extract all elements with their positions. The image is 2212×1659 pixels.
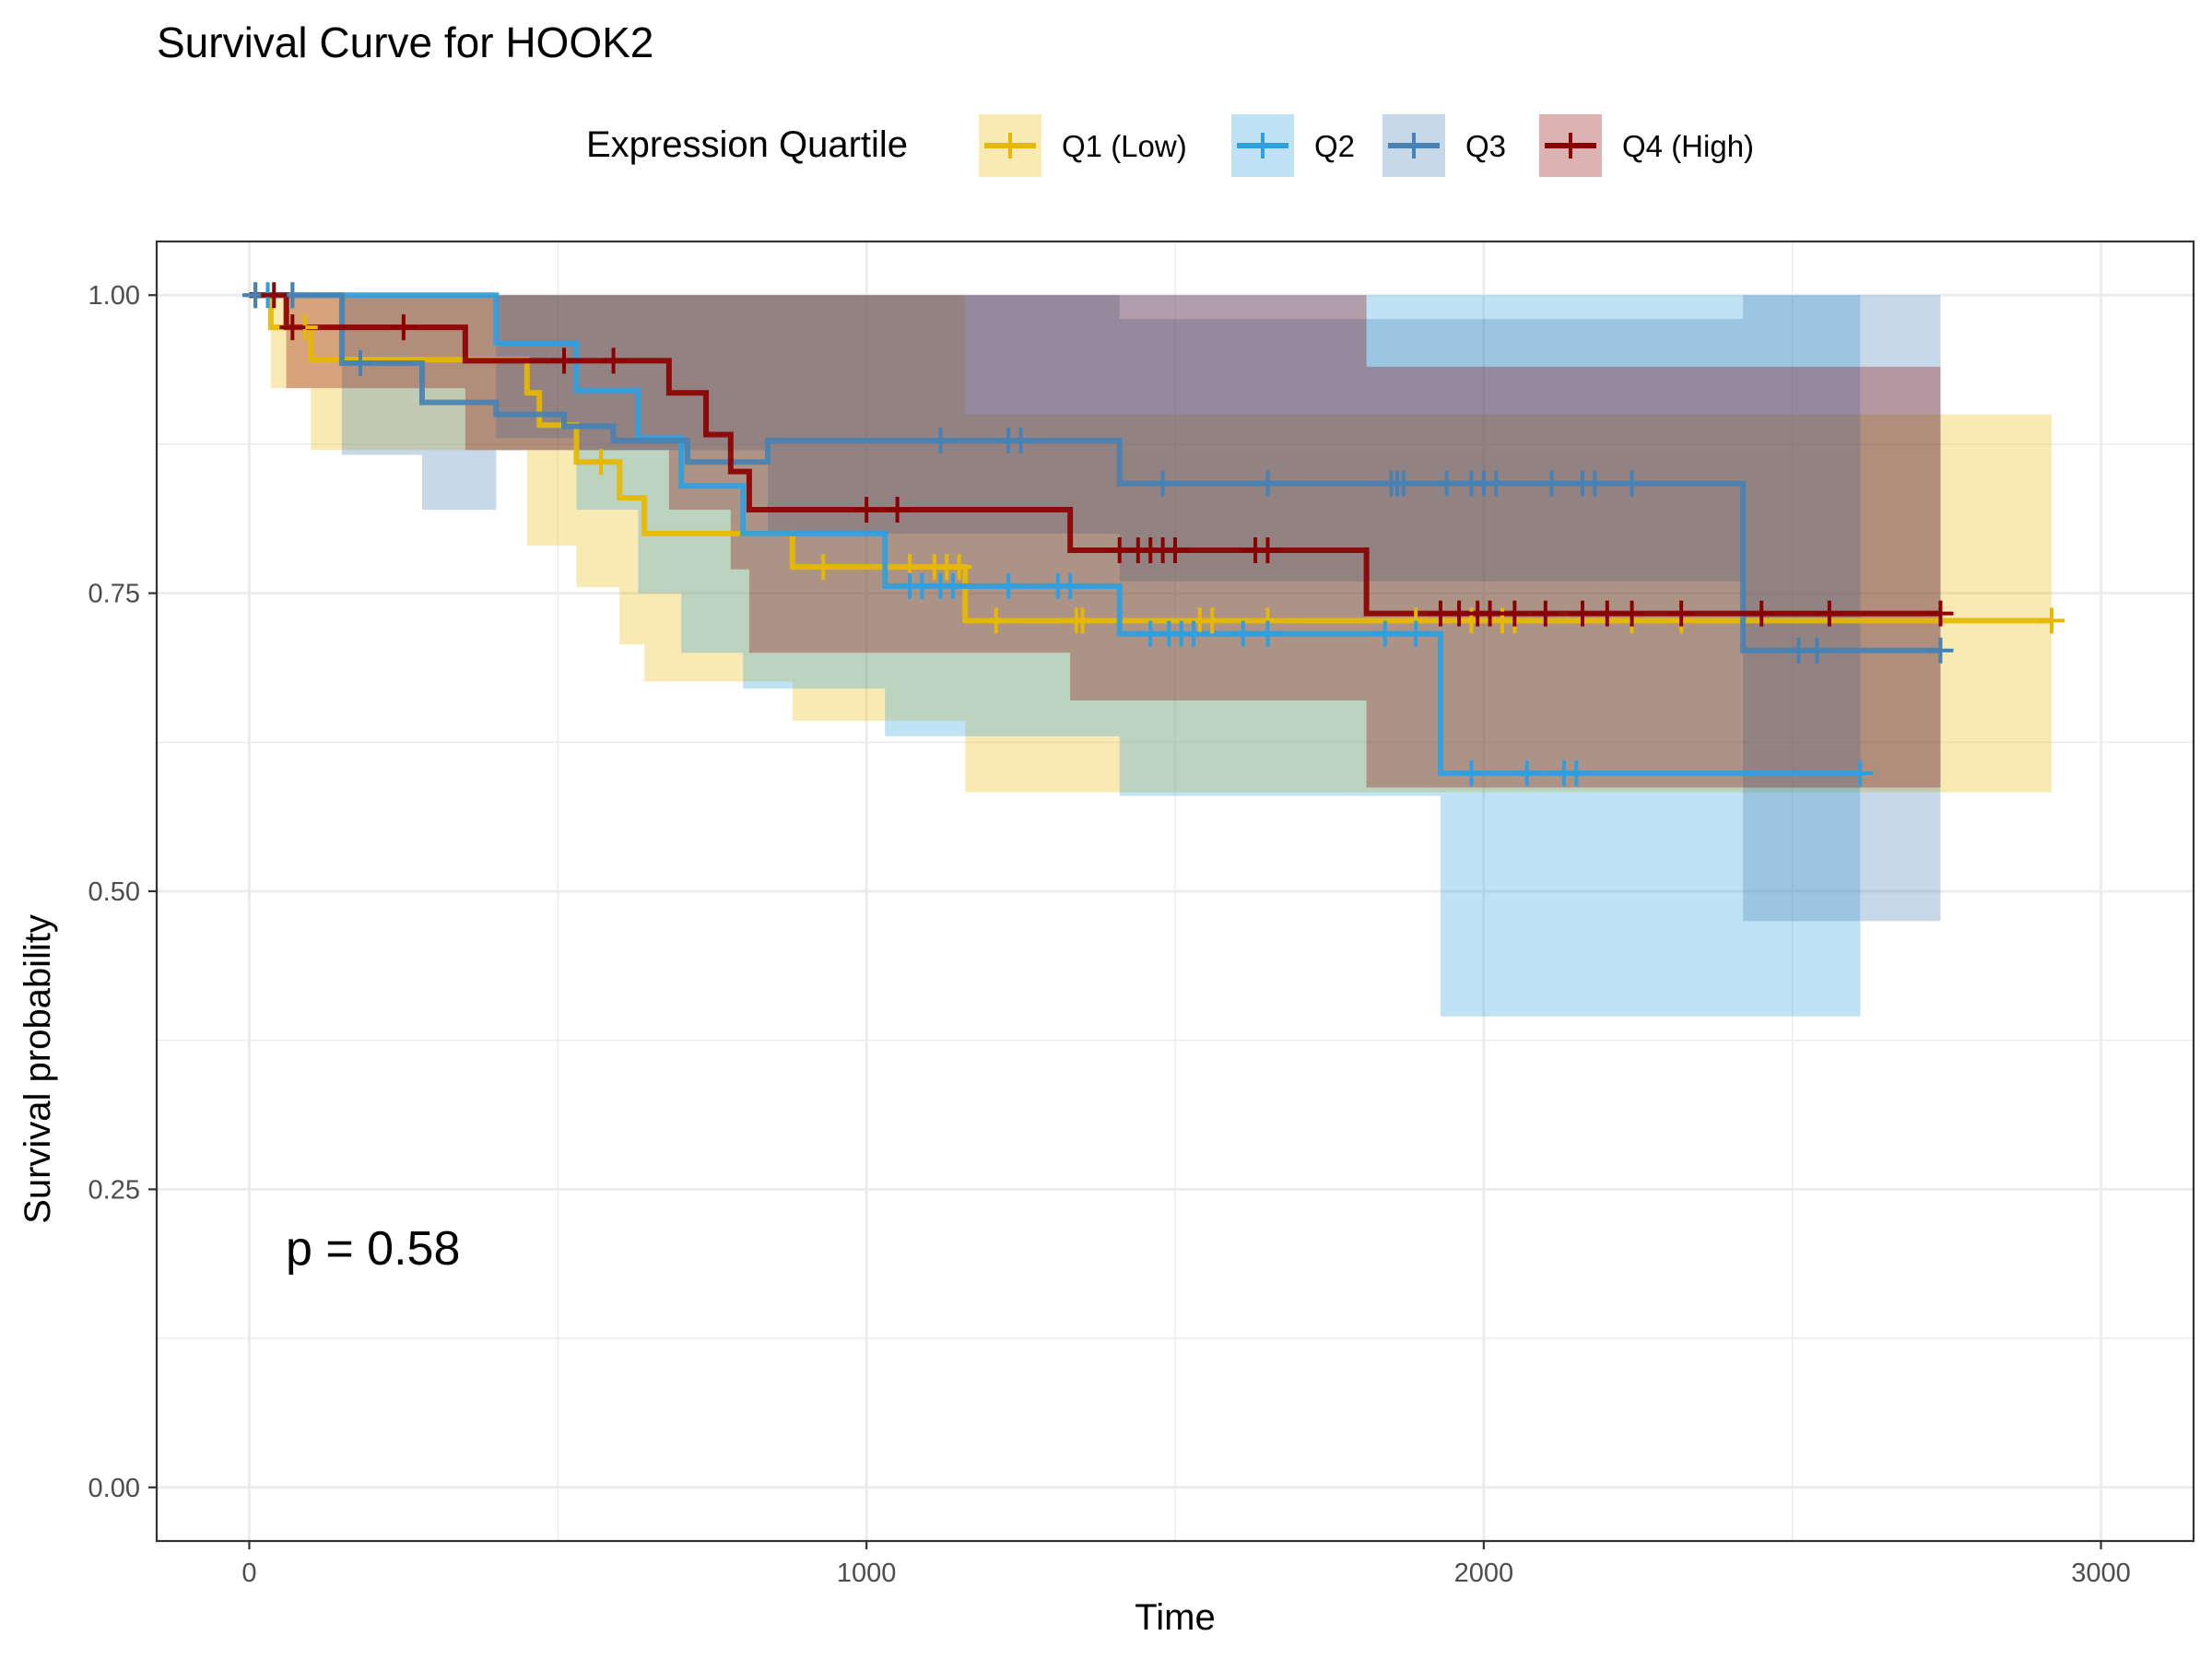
- y-tick-label: 1.00: [88, 281, 140, 311]
- x-tick-label: 2000: [1454, 1559, 1514, 1588]
- ci-band-q3: [249, 295, 1941, 922]
- censor-mark-q4-high: [1162, 537, 1188, 564]
- censor-mark-q2: [995, 572, 1022, 599]
- y-tick-label: 0.00: [88, 1474, 140, 1503]
- plot-panel: [155, 240, 2195, 1543]
- y-tick-label: 0.50: [88, 877, 140, 907]
- chart-title: Survival Curve for HOOK2: [157, 18, 653, 66]
- censor-mark-q3: [1618, 470, 1645, 497]
- y-tick-label: 0.75: [88, 580, 140, 609]
- censor-mark-q3: [1483, 470, 1510, 497]
- censor-mark-q4-high: [1254, 537, 1281, 564]
- censor-mark-q3: [347, 349, 373, 376]
- censor-mark-q4-high: [600, 347, 627, 374]
- censor-mark-q2: [1847, 759, 1874, 786]
- censor-mark-q1-low: [982, 607, 1009, 634]
- legend-label-q3: Q3: [1465, 129, 1506, 163]
- censor-mark-q2: [1563, 759, 1590, 786]
- censor-mark-q1-low: [1199, 607, 1226, 634]
- legend-label-q2: Q2: [1314, 129, 1355, 163]
- y-axis-title: Survival probability: [18, 914, 58, 1224]
- censor-mark-q2: [1371, 620, 1398, 647]
- survival-line-q1-low: [249, 292, 2052, 624]
- censor-mark-q2: [1254, 620, 1281, 647]
- censor-mark-q4-high: [884, 497, 911, 524]
- legend-title: Expression Quartile: [586, 124, 908, 165]
- censor-mark-q3: [927, 428, 954, 454]
- p-value-annotation: p = 0.58: [286, 1222, 460, 1276]
- censor-mark-q4-high: [1618, 600, 1645, 627]
- censor-mark-q4-high: [261, 282, 288, 309]
- censor-mark-q4-high: [1570, 600, 1595, 627]
- y-tick-label: 0.25: [88, 1175, 140, 1205]
- censor-mark-q4-high: [279, 314, 306, 341]
- ci-band-q4-high: [249, 295, 1941, 788]
- censor-mark-q2: [1181, 620, 1207, 647]
- censor-mark-q2: [939, 572, 966, 599]
- censor-mark-q3: [1582, 470, 1608, 497]
- censor-mark-q3: [1390, 470, 1417, 497]
- legend-label-q1-low: Q1 (Low): [1062, 129, 1187, 163]
- censor-mark-q2: [1403, 620, 1430, 647]
- censor-mark-q1-low: [1069, 607, 1096, 634]
- censor-mark-q4-high: [1477, 600, 1503, 627]
- censor-mark-q3: [1007, 428, 1034, 454]
- censor-mark-q2: [1057, 572, 1084, 599]
- censor-mark-q2: [1458, 759, 1485, 786]
- censor-mark-q4-high: [1532, 600, 1559, 627]
- censor-mark-q4-high: [1668, 600, 1695, 627]
- x-tick-label: 0: [241, 1559, 256, 1588]
- censor-mark-q2: [1513, 759, 1540, 786]
- censor-mark-q3: [1433, 470, 1460, 497]
- censor-mark-q1-low: [810, 554, 837, 581]
- censor-mark-q3: [1149, 470, 1176, 497]
- survival-line-q3: [249, 292, 1941, 653]
- censor-mark-q1-low: [588, 449, 615, 476]
- x-tick-label: 3000: [2071, 1559, 2131, 1588]
- censor-mark-q3: [1927, 637, 1954, 664]
- censor-mark-q3: [1538, 470, 1565, 497]
- censor-mark-q1-low: [2038, 607, 2065, 634]
- ci-band-q2: [249, 295, 1861, 1017]
- x-tick-label: 1000: [837, 1559, 897, 1588]
- x-axis-title: Time: [1135, 1597, 1215, 1638]
- censor-mark-q4-high: [1748, 600, 1775, 627]
- censor-mark-q4-high: [1816, 600, 1842, 627]
- censor-mark-q2: [1230, 620, 1256, 647]
- censor-mark-q3: [1804, 637, 1830, 664]
- legend: Expression Quartile Q1 (Low) Q2 Q3 Q4 (High…: [586, 114, 1754, 177]
- censor-mark-q4-high: [1927, 600, 1954, 627]
- censor-mark-q3: [1254, 470, 1281, 497]
- censor-mark-q1-low: [946, 554, 972, 581]
- censor-mark-q4-high: [853, 497, 880, 524]
- censor-mark-q4-high: [1594, 600, 1620, 627]
- censor-mark-q4-high: [551, 347, 577, 374]
- legend-label-q4-high: Q4 (High): [1622, 129, 1754, 163]
- censor-mark-q4-high: [390, 314, 417, 341]
- censor-mark-q4-high: [1501, 600, 1528, 627]
